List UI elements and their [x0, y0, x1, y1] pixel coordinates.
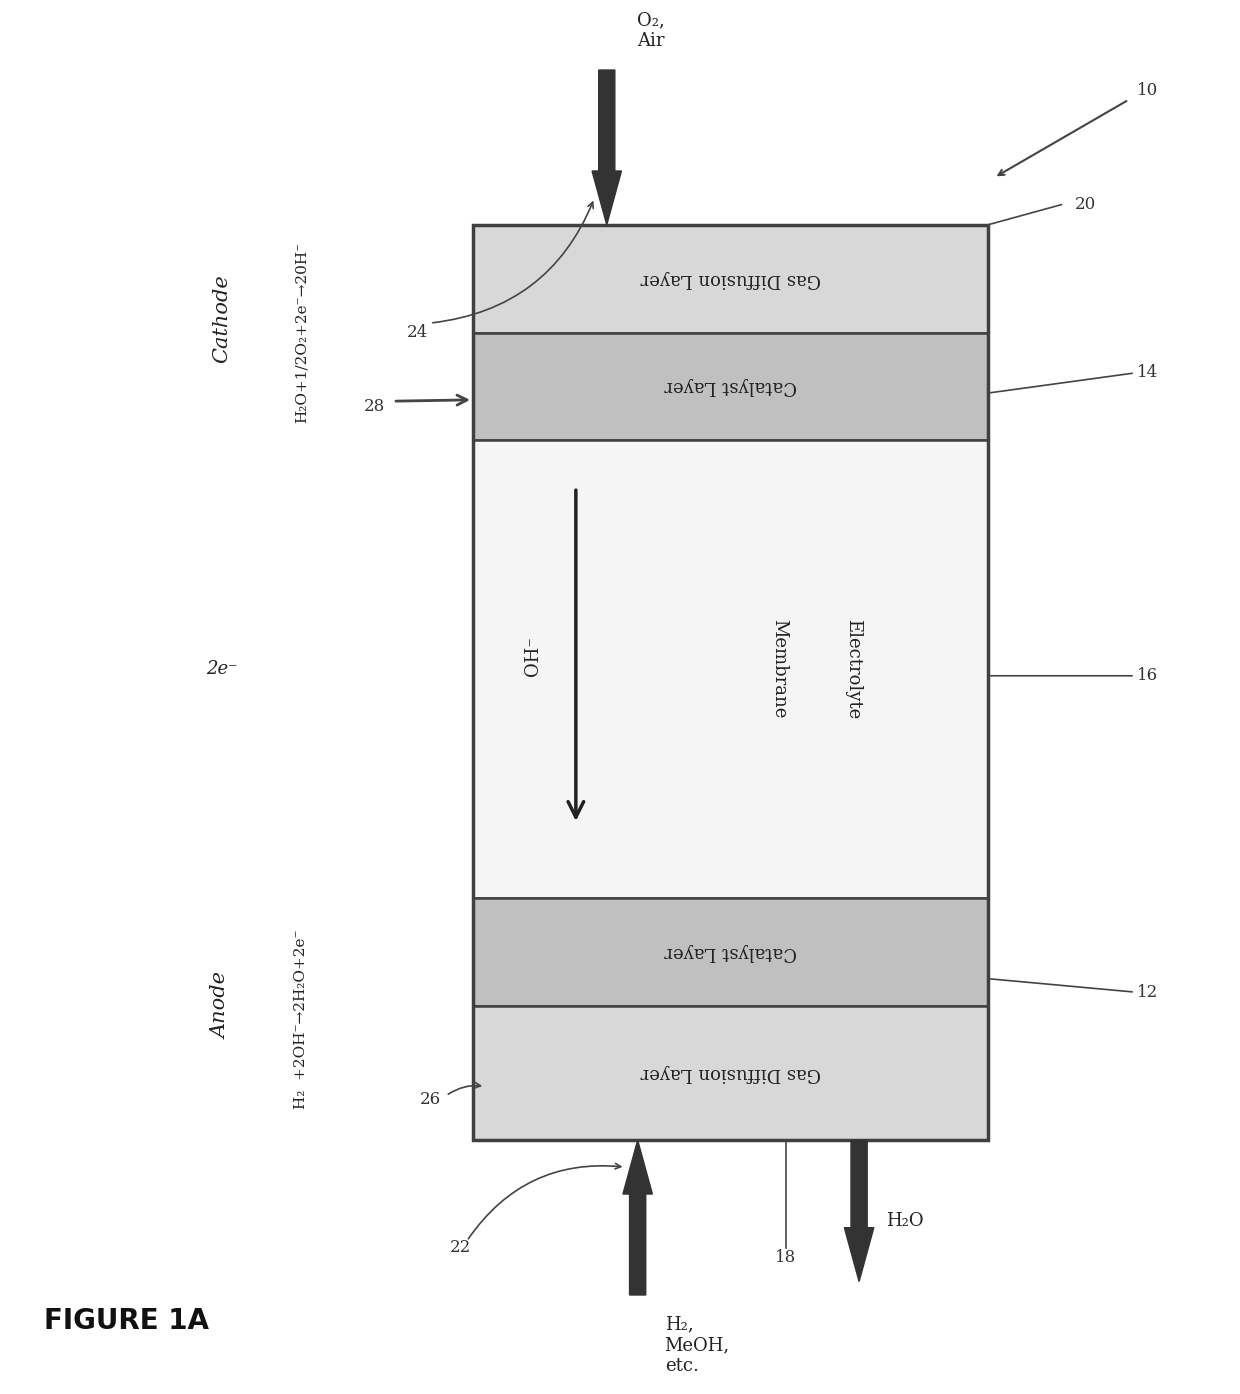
Text: Gas Diffusion Layer: Gas Diffusion Layer [640, 269, 821, 287]
Text: 24: 24 [407, 323, 428, 342]
Text: 14: 14 [1137, 364, 1158, 382]
Text: H₂,
MeOH,
etc.: H₂, MeOH, etc. [665, 1315, 730, 1374]
FancyArrow shape [591, 70, 621, 224]
Text: 16: 16 [1137, 668, 1158, 684]
Bar [472, 333, 988, 441]
Text: Catalyst Layer: Catalyst Layer [665, 378, 796, 396]
Bar [472, 441, 988, 898]
Text: Electrolyte: Electrolyte [844, 619, 862, 719]
Text: 20: 20 [1075, 197, 1096, 213]
Text: H₂O+1/2O₂+2e⁻→20H⁻: H₂O+1/2O₂+2e⁻→20H⁻ [294, 243, 309, 424]
Bar [472, 224, 988, 333]
Text: 18: 18 [775, 1249, 796, 1266]
Text: OH⁻: OH⁻ [525, 636, 542, 676]
Text: Gas Diffusion Layer: Gas Diffusion Layer [640, 1064, 821, 1082]
Text: O₂,
Air: O₂, Air [637, 11, 665, 50]
Text: Membrane: Membrane [770, 619, 789, 719]
Bar [472, 898, 988, 1005]
Text: Catalyst Layer: Catalyst Layer [665, 942, 796, 960]
Text: Anode: Anode [212, 972, 231, 1039]
Text: 22: 22 [450, 1239, 471, 1256]
Bar [472, 1005, 988, 1140]
Bar [472, 224, 988, 1140]
Text: 28: 28 [365, 399, 386, 415]
Text: FIGURE 1A: FIGURE 1A [43, 1308, 208, 1335]
Text: 26: 26 [419, 1092, 440, 1108]
Text: 10: 10 [1137, 82, 1158, 99]
FancyArrow shape [844, 1140, 874, 1281]
Text: 2e⁻: 2e⁻ [206, 659, 237, 677]
FancyArrow shape [622, 1140, 652, 1295]
Text: H₂O: H₂O [887, 1211, 924, 1230]
Text: 12: 12 [1137, 984, 1158, 1001]
Text: Cathode: Cathode [212, 275, 231, 364]
Text: H₂  +2OH⁻→2H₂O+2e⁻: H₂ +2OH⁻→2H₂O+2e⁻ [294, 930, 309, 1108]
